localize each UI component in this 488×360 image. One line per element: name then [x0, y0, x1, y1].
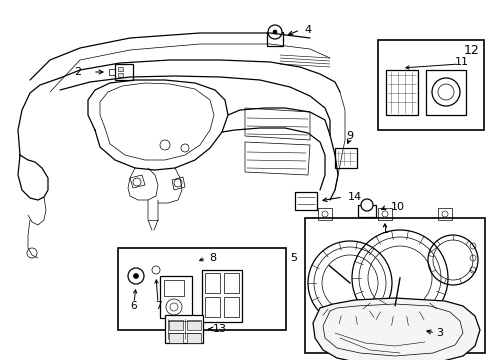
- Polygon shape: [425, 70, 465, 115]
- Polygon shape: [385, 70, 417, 115]
- Polygon shape: [312, 298, 479, 360]
- Polygon shape: [160, 276, 192, 318]
- Polygon shape: [244, 108, 309, 140]
- Polygon shape: [224, 273, 239, 293]
- Text: 6: 6: [130, 301, 137, 311]
- Circle shape: [133, 274, 138, 279]
- Polygon shape: [186, 333, 201, 343]
- Bar: [437, 208, 451, 220]
- Text: 5: 5: [290, 253, 297, 263]
- Polygon shape: [204, 297, 220, 317]
- Text: 7: 7: [154, 301, 161, 311]
- Polygon shape: [163, 280, 183, 296]
- Polygon shape: [169, 333, 183, 343]
- Polygon shape: [164, 315, 203, 343]
- Text: 9: 9: [346, 131, 353, 141]
- Bar: [118, 248, 285, 330]
- Text: 8: 8: [209, 253, 216, 263]
- Bar: [377, 208, 391, 220]
- Text: 3: 3: [436, 328, 443, 338]
- Text: 14: 14: [347, 192, 361, 202]
- Circle shape: [360, 199, 372, 211]
- Bar: [317, 208, 331, 220]
- Polygon shape: [130, 175, 145, 188]
- Text: 2: 2: [74, 67, 81, 77]
- Bar: [377, 40, 483, 130]
- Text: 13: 13: [213, 324, 226, 334]
- Polygon shape: [224, 297, 239, 317]
- Polygon shape: [169, 320, 183, 330]
- Polygon shape: [186, 320, 201, 330]
- Text: 10: 10: [390, 202, 404, 212]
- Polygon shape: [244, 142, 309, 175]
- Circle shape: [272, 30, 276, 34]
- Polygon shape: [172, 177, 184, 190]
- Polygon shape: [115, 64, 133, 80]
- Polygon shape: [204, 273, 220, 293]
- Polygon shape: [118, 67, 123, 71]
- Polygon shape: [118, 73, 123, 77]
- Polygon shape: [266, 32, 283, 46]
- Polygon shape: [294, 192, 316, 210]
- Circle shape: [267, 25, 282, 39]
- Text: 1: 1: [381, 225, 387, 235]
- Bar: [305, 218, 484, 353]
- Text: 12: 12: [463, 44, 479, 57]
- Polygon shape: [334, 148, 356, 168]
- Text: 11: 11: [454, 57, 468, 67]
- Text: 4: 4: [304, 25, 311, 35]
- Polygon shape: [357, 205, 375, 217]
- Polygon shape: [202, 270, 242, 322]
